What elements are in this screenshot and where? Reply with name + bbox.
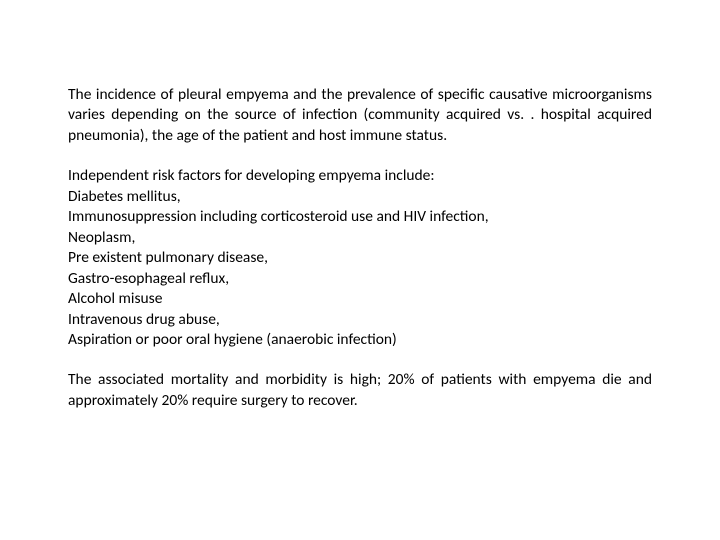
risk-factors-paragraph: Independent risk factors for developing …: [68, 166, 652, 350]
mortality-paragraph: The associated mortality and morbidity i…: [68, 370, 652, 411]
intro-paragraph: The incidence of pleural empyema and the…: [68, 85, 652, 146]
slide-body: The incidence of pleural empyema and the…: [0, 0, 720, 540]
